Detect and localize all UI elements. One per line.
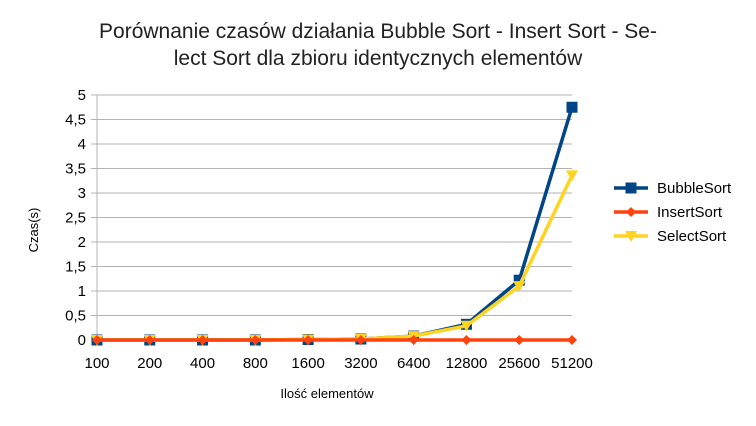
series-group [91,101,578,346]
x-tick-label: 25600 [498,355,540,372]
legend-item-bubblesort: BubbleSort [614,180,732,197]
data-point [303,335,314,345]
y-tick-label: 3 [78,185,86,202]
data-point [461,335,472,345]
legend-item-selectsort: SelectSort [614,228,727,245]
y-tick-label: 1 [78,283,86,300]
axes [91,95,573,345]
data-point [626,207,636,217]
chart-title-line-2: lect Sort dla zbioru identycznych elemen… [173,47,583,70]
y-tick-label: 0 [78,332,86,349]
chart-title-line-1: Porównanie czasów działania Bubble Sort … [99,20,657,43]
legend: BubbleSort InsertSort SelectSort [614,180,732,245]
y-tick-label: 2 [78,234,86,251]
y-axis-label: Czas(s) [26,208,41,253]
y-tick-label: 1,5 [65,259,86,276]
y-tick-label: 4 [78,136,86,153]
y-tick-label: 4,5 [65,112,86,129]
data-point [514,335,525,345]
legend-label: SelectSort [657,228,727,245]
grid-lines [91,94,572,341]
data-point [625,231,637,242]
data-point [460,320,473,332]
x-tick-label: 51200 [551,355,593,372]
x-tick-label: 6400 [397,355,430,372]
series-bubblesort [91,101,578,346]
y-tick-label: 0,5 [65,308,86,325]
series-insertsort [92,335,577,345]
x-tick-label: 12800 [446,355,488,372]
data-point [197,335,208,345]
legend-label: InsertSort [657,204,723,221]
x-tick-label: 400 [190,355,215,372]
legend-label: BubbleSort [657,180,732,197]
data-point [513,274,525,286]
y-tick-label: 2,5 [65,210,86,227]
x-tick-labels: 100 200 400 800 1600 3200 6400 12800 25600 51200 [84,355,592,372]
x-axis-label: Ilość elementów [280,386,374,401]
data-point [566,101,578,113]
data-point [250,335,261,345]
y-tick-labels: 0 0,5 1 1,5 2 2,5 3 3,5 4 4,5 5 [65,87,86,349]
x-tick-label: 3200 [344,355,377,372]
x-tick-label: 100 [84,355,109,372]
series-line [97,106,574,342]
x-tick-label: 200 [137,355,162,372]
data-point [408,335,419,345]
data-point [566,170,578,182]
data-point [92,335,102,345]
y-tick-label: 3,5 [65,161,86,178]
x-tick-label: 800 [243,355,268,372]
data-point [567,335,577,345]
legend-item-insertsort: InsertSort [614,204,723,221]
x-tick-label: 1600 [291,355,324,372]
data-point [355,335,366,345]
chart-title: Porównanie czasów działania Bubble Sort … [0,18,756,72]
y-tick-label: 5 [78,87,86,104]
data-point [144,335,155,345]
data-point [625,182,637,194]
series-selectsort [91,170,578,346]
data-point [513,281,526,293]
